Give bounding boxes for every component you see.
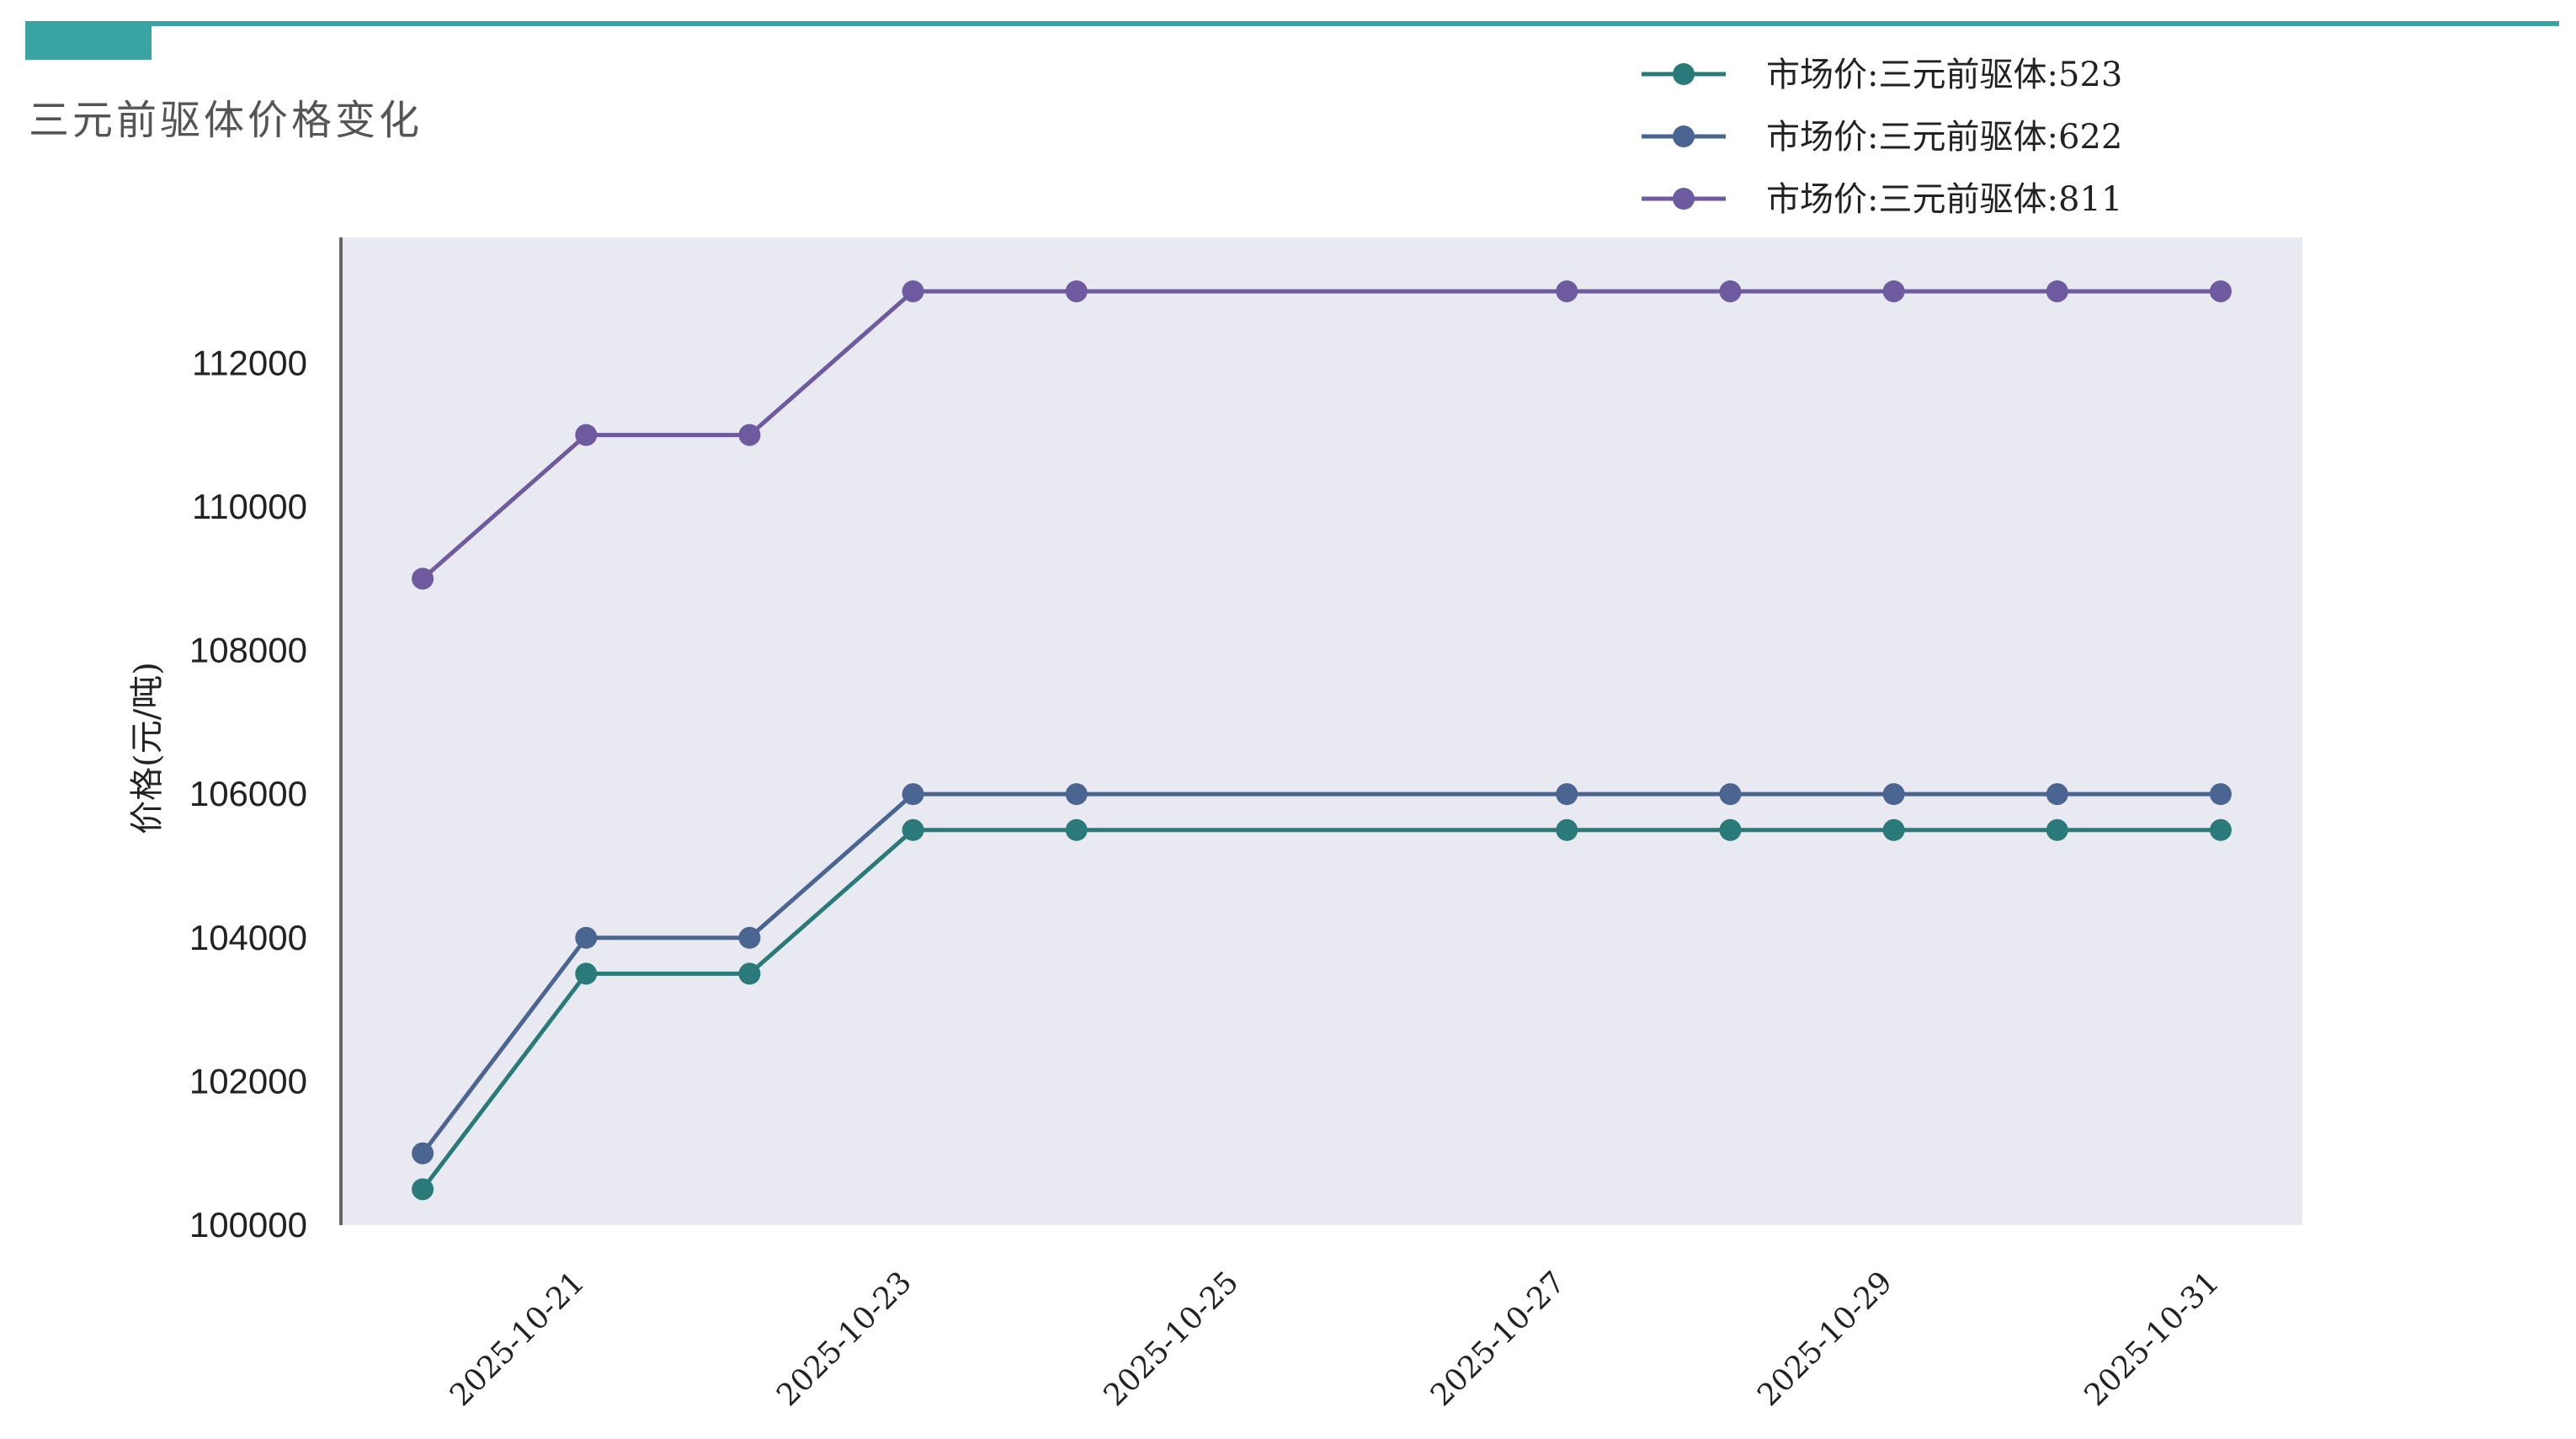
y-tick-label: 108000 <box>189 631 307 670</box>
legend-label: 市场价:三元前驱体:622 <box>1766 118 2122 157</box>
data-point <box>1556 783 1578 806</box>
data-point <box>2046 783 2068 806</box>
y-tick-label: 110000 <box>192 487 307 526</box>
data-point <box>2209 783 2232 806</box>
legend-marker <box>1673 188 1695 210</box>
data-point <box>412 1178 434 1201</box>
data-point <box>2209 280 2232 302</box>
y-axis-label: 价格(元/吨) <box>128 662 167 834</box>
data-point <box>902 818 924 841</box>
data-point <box>1719 818 1742 841</box>
series-line <box>421 791 2221 1155</box>
data-point <box>1556 818 1578 841</box>
y-tick-label: 112000 <box>192 343 307 382</box>
series-3 <box>412 280 2232 590</box>
legend: 市场价:三元前驱体:523 市场价:三元前驱体:622 市场价:三元前驱体:811 <box>1642 56 2122 219</box>
plot-background <box>341 237 2302 1225</box>
series-lines <box>412 280 2232 1201</box>
data-point <box>1882 280 1905 302</box>
header-accent-block <box>25 21 152 60</box>
legend-item: 市场价:三元前驱体:622 <box>1642 118 2122 157</box>
legend-marker <box>1673 125 1695 147</box>
data-point <box>1719 783 1742 806</box>
plot-area <box>341 237 2302 1225</box>
y-tick-label: 104000 <box>189 918 307 957</box>
data-point <box>1719 280 1742 302</box>
y-tick-label: 106000 <box>189 774 307 813</box>
series-1 <box>412 818 2232 1201</box>
x-tick-label: 2025-10-21 <box>444 1265 592 1413</box>
data-point <box>738 424 761 446</box>
page-title: 三元前驱体价格变化 <box>29 97 423 144</box>
x-tick-label: 2025-10-27 <box>1424 1265 1573 1413</box>
data-point <box>1882 818 1905 841</box>
data-point <box>1065 783 1088 806</box>
series-line <box>421 828 2221 1191</box>
series-line <box>421 289 2221 581</box>
data-point <box>412 568 434 590</box>
data-point <box>1065 280 1088 302</box>
data-point <box>902 783 924 806</box>
y-tick-label: 102000 <box>189 1061 307 1101</box>
header-accent-rule <box>25 21 2559 26</box>
x-tick-label: 2025-10-23 <box>770 1265 918 1413</box>
data-point <box>412 1142 434 1165</box>
data-point <box>575 424 598 446</box>
data-point <box>1882 783 1905 806</box>
data-point <box>575 962 598 985</box>
data-point <box>1556 280 1578 302</box>
legend-marker <box>1673 63 1695 85</box>
data-point <box>2046 818 2068 841</box>
data-point <box>738 962 761 985</box>
series-2 <box>412 783 2232 1165</box>
legend-item: 市场价:三元前驱体:523 <box>1642 56 2122 94</box>
data-point <box>2046 280 2068 302</box>
y-tick-label: 100000 <box>189 1205 307 1244</box>
x-tick-label: 2025-10-29 <box>1751 1265 1899 1413</box>
data-point <box>902 280 924 302</box>
data-point <box>1065 818 1088 841</box>
legend-item: 市场价:三元前驱体:811 <box>1642 180 2122 219</box>
x-tick-label: 2025-10-25 <box>1098 1265 1246 1413</box>
data-point <box>2209 818 2232 841</box>
legend-label: 市场价:三元前驱体:811 <box>1766 180 2122 219</box>
data-point <box>738 926 761 949</box>
legend-label: 市场价:三元前驱体:523 <box>1766 56 2122 94</box>
data-point <box>575 926 598 949</box>
x-tick-label: 2025-10-31 <box>2078 1265 2227 1413</box>
